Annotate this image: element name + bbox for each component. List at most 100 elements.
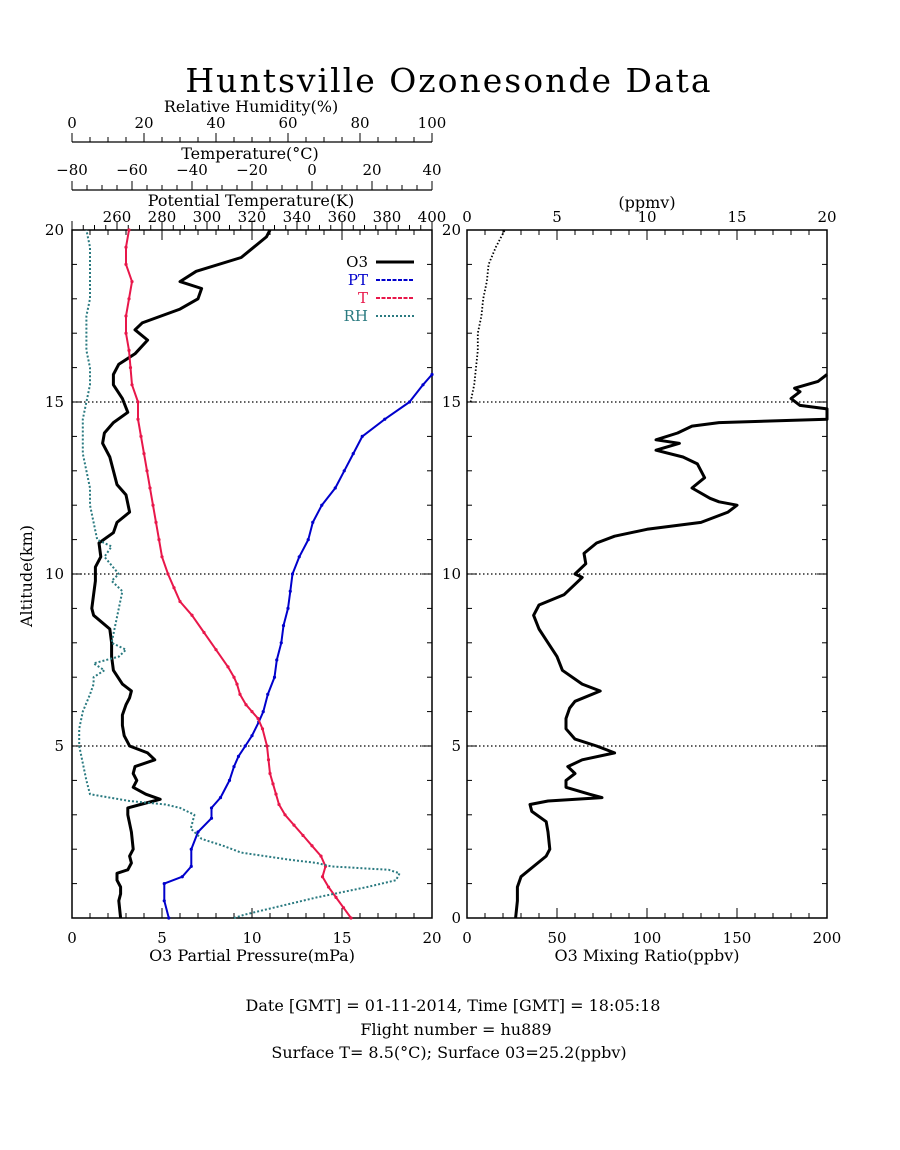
- t-point: [124, 331, 128, 335]
- right-gridlines: [467, 401, 827, 747]
- t-point: [238, 692, 242, 697]
- t-tick-label: −20: [236, 161, 268, 179]
- pt-point: [162, 882, 166, 886]
- pt-tick-label: 340: [283, 208, 312, 226]
- t-point: [160, 555, 164, 559]
- rh-tick-label: 100: [418, 114, 447, 132]
- altitude-tick-label: 10: [45, 565, 64, 583]
- potential-temperature-axis-label: Potential Temperature(K): [148, 191, 355, 210]
- left-panel: 5 10 15 20 0 5 10 15 20 0 20 40 60 80 100 −80 −60 −40 −20 0…: [17, 97, 446, 965]
- t-point: [127, 297, 131, 301]
- pt-point: [209, 816, 214, 820]
- t-point: [136, 400, 140, 404]
- o3-mixing-ratio-axis-label: O3 Mixing Ratio(ppbv): [554, 946, 739, 965]
- t-point: [301, 833, 305, 838]
- t-point: [154, 520, 158, 525]
- o3-tick-label: 15: [332, 929, 351, 947]
- t-point: [232, 675, 236, 679]
- t-point: [349, 916, 353, 920]
- o3-series-line: [90, 229, 272, 919]
- o3-tick-label: 10: [242, 929, 261, 947]
- rh-tick-label: 40: [206, 114, 225, 132]
- t-point: [157, 538, 161, 542]
- pt-tick-label: 400: [418, 208, 447, 226]
- t-point: [226, 665, 230, 669]
- t-point: [172, 586, 176, 590]
- t-point: [266, 758, 271, 762]
- pt-point: [209, 806, 214, 810]
- left-gridlines: [72, 401, 432, 747]
- t-point: [124, 245, 128, 249]
- t-tick-label: 20: [362, 161, 381, 179]
- pt-point: [333, 486, 337, 490]
- rh-tick-label: 60: [278, 114, 297, 132]
- pt-point: [288, 589, 292, 593]
- o3-tick-label: 5: [157, 929, 167, 947]
- temperature-axis-label: Temperature(°C): [181, 144, 319, 163]
- pt-point: [320, 503, 324, 507]
- t-point: [166, 572, 170, 576]
- t-tick-label: 0: [307, 161, 317, 179]
- mixing-ratio-tick-label: 100: [633, 929, 662, 947]
- t-point: [130, 383, 134, 387]
- t-point: [260, 727, 265, 731]
- pt-point: [180, 875, 184, 879]
- right-series: [469, 229, 829, 919]
- t-tick-label: −60: [116, 161, 148, 179]
- t-point: [128, 366, 133, 370]
- right-altitude-tick-label: 5: [451, 737, 461, 755]
- t-point: [178, 599, 182, 604]
- t-point: [124, 262, 128, 266]
- ppmv-tick-label: 15: [727, 208, 746, 226]
- rh-tick-label: 0: [67, 114, 77, 132]
- pt-point: [286, 606, 290, 611]
- t-point: [124, 314, 128, 318]
- t-point: [202, 630, 206, 635]
- t-point: [190, 613, 194, 617]
- pt-point: [306, 538, 310, 542]
- t-point: [139, 434, 143, 438]
- pt-point: [196, 830, 200, 834]
- t-point: [320, 875, 325, 879]
- pt-tick-label: 260: [103, 208, 132, 226]
- legend-label-o3: O3: [346, 253, 368, 271]
- mixing-ratio-tick-label: 50: [547, 929, 566, 947]
- chart-title: Huntsville Ozonesonde Data: [185, 61, 712, 100]
- pt-point: [342, 469, 346, 473]
- pt-point: [279, 641, 283, 645]
- ppmv-axis-label: (ppmv): [618, 193, 675, 212]
- mixing-ratio-tick-label: 200: [813, 929, 842, 947]
- t-point: [235, 682, 239, 686]
- o3-tick-label: 0: [67, 929, 77, 947]
- rh-series-line: [78, 229, 401, 919]
- t-point: [142, 452, 146, 456]
- pt-point: [266, 692, 270, 697]
- ppmv-tick-label: 5: [552, 208, 562, 226]
- pt-point: [189, 847, 193, 851]
- footer-date-time: Date [GMT] = 01-11-2014, Time [GMT] = 18…: [246, 996, 661, 1015]
- pt-point: [407, 400, 412, 404]
- t-point: [145, 469, 149, 473]
- pt-series-line: [163, 373, 433, 919]
- right-altitude-tick-label: 10: [442, 565, 461, 583]
- pt-point: [351, 452, 355, 456]
- t-tick-label: 40: [422, 161, 441, 179]
- t-point: [319, 854, 323, 858]
- relative-humidity-axis-label: Relative Humidity(%): [164, 97, 338, 116]
- pt-point: [250, 734, 254, 738]
- mixing-ratio-tick-label: 0: [462, 929, 472, 947]
- t-point: [136, 417, 140, 421]
- footer-flight-number: Flight number = hu889: [360, 1020, 551, 1039]
- pt-point: [189, 864, 193, 869]
- o3-tick-label: 20: [422, 929, 441, 947]
- t-point: [250, 710, 254, 714]
- right-altitude-tick-label: 0: [451, 909, 461, 927]
- pt-point: [421, 383, 425, 387]
- mr-series-line: [514, 373, 829, 919]
- t-point: [326, 885, 331, 889]
- right-altitude-tick-label: 20: [442, 221, 461, 239]
